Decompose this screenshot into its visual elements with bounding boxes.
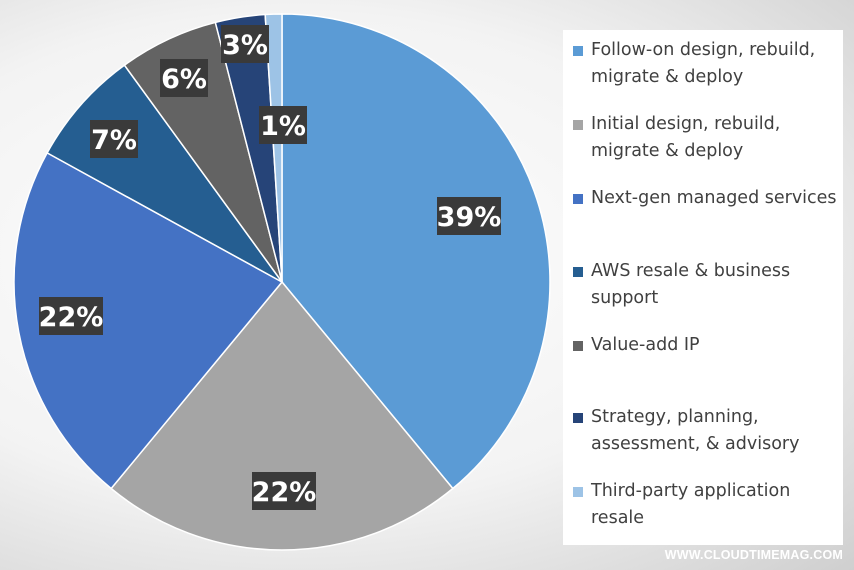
data-label-box bbox=[259, 106, 307, 144]
data-label-box bbox=[437, 197, 501, 235]
pie-slice bbox=[281, 13, 551, 490]
legend-label: AWS resale & business support bbox=[591, 261, 791, 308]
legend-label: Initial design, rebuild, migrate & deplo… bbox=[591, 114, 781, 161]
legend-item: AWS resale & business support bbox=[573, 258, 838, 312]
data-label: 22% bbox=[39, 297, 104, 335]
data-label-box bbox=[221, 25, 269, 63]
data-label: 6% bbox=[160, 59, 208, 97]
data-label: 3% bbox=[221, 25, 269, 63]
pie-slice bbox=[46, 64, 283, 283]
pie-slice bbox=[110, 280, 454, 551]
data-label: 1% bbox=[259, 106, 307, 144]
legend-item: Third-party application resale bbox=[573, 478, 838, 532]
legend-label: Next-gen managed services bbox=[591, 188, 837, 208]
data-label-text: 3% bbox=[222, 30, 268, 61]
pie-chart: 39% 22% 22% 7% 6% 3% 1% bbox=[13, 13, 551, 551]
pie-slice bbox=[13, 151, 284, 490]
data-label-text: 22% bbox=[252, 477, 317, 508]
legend-swatch bbox=[573, 487, 583, 497]
data-label-text: 7% bbox=[91, 125, 137, 156]
data-label: 7% bbox=[90, 120, 138, 158]
legend-item: Strategy, planning, assessment, & adviso… bbox=[573, 404, 838, 458]
legend-swatch bbox=[573, 267, 583, 277]
legend-item: Initial design, rebuild, migrate & deplo… bbox=[573, 111, 838, 165]
data-label-text: 39% bbox=[437, 202, 502, 233]
chart-legend: Follow-on design, rebuild, migrate & dep… bbox=[563, 30, 843, 545]
legend-swatch bbox=[573, 194, 583, 204]
legend-item: Value-add IP bbox=[573, 332, 838, 359]
legend-label: Third-party application resale bbox=[591, 481, 791, 528]
legend-item: Next-gen managed services bbox=[573, 185, 838, 212]
data-label-text: 1% bbox=[260, 111, 306, 142]
pie-slice bbox=[264, 13, 283, 283]
data-label-text: 6% bbox=[161, 64, 207, 95]
legend-item: Follow-on design, rebuild, migrate & dep… bbox=[573, 37, 838, 91]
data-label-box bbox=[39, 297, 103, 335]
data-label-text: 22% bbox=[39, 302, 104, 333]
legend-swatch bbox=[573, 341, 583, 351]
legend-swatch bbox=[573, 413, 583, 423]
data-label-box bbox=[90, 120, 138, 158]
data-label-box bbox=[160, 59, 208, 97]
legend-label: Follow-on design, rebuild, migrate & dep… bbox=[591, 40, 816, 87]
data-label: 39% bbox=[437, 197, 502, 235]
legend-swatch bbox=[573, 120, 583, 130]
legend-swatch bbox=[573, 46, 583, 56]
legend-label: Value-add IP bbox=[591, 335, 700, 355]
watermark: WWW.CLOUDTIMEMAG.COM bbox=[664, 548, 843, 562]
data-label: 22% bbox=[252, 472, 317, 510]
data-label-box bbox=[252, 472, 316, 510]
legend-label: Strategy, planning, assessment, & adviso… bbox=[591, 407, 800, 454]
